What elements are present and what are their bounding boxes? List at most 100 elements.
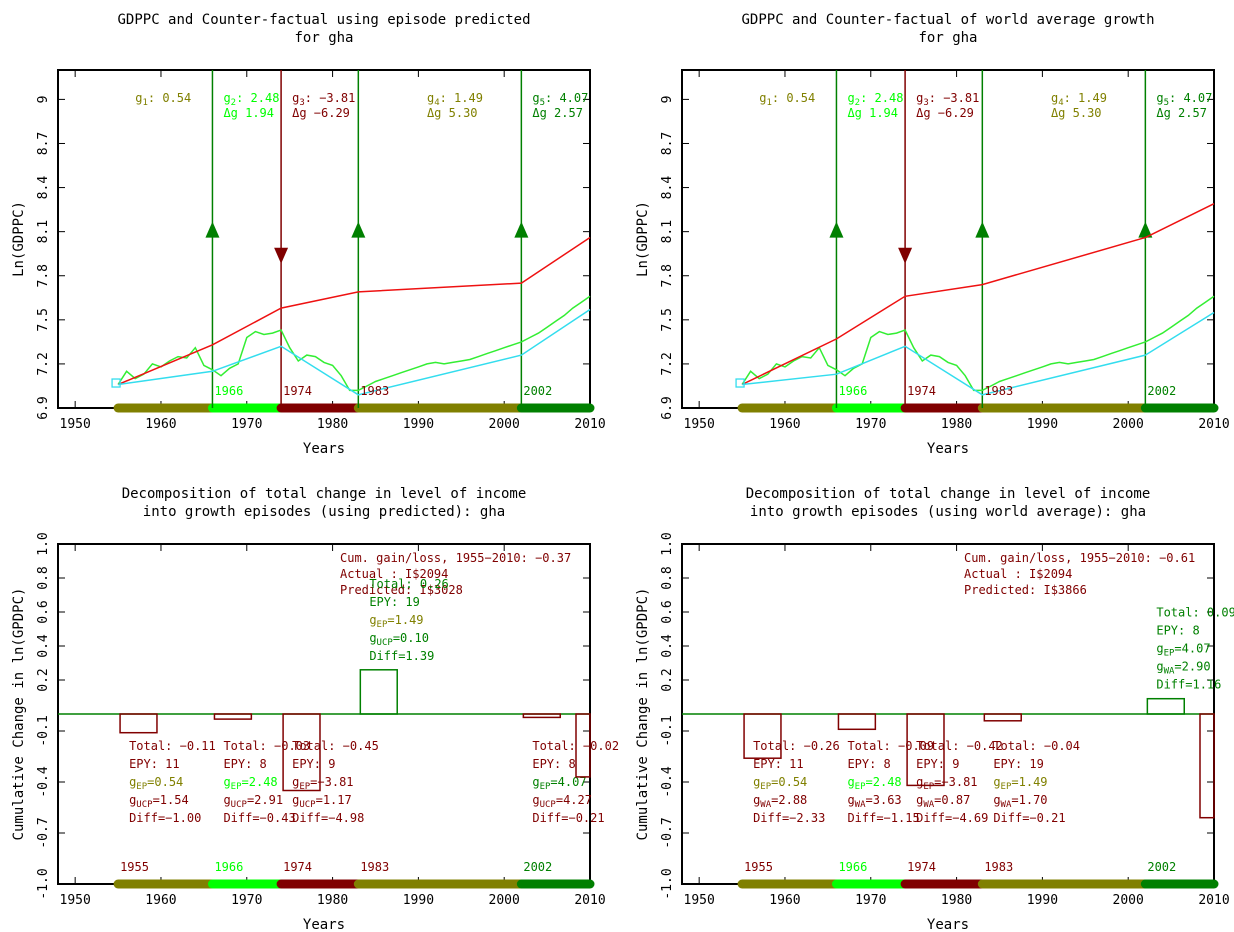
x-tick-label: 1970 — [231, 893, 262, 908]
bar-gcf-label: gUCP=0.10 — [369, 631, 429, 648]
y-tick-label: 0.4 — [660, 634, 675, 658]
x-tick-label: 1990 — [1027, 893, 1058, 908]
x-tick-label: 1980 — [941, 417, 972, 432]
summary-line: Cum. gain/loss, 1955−2010: −0.61 — [964, 551, 1195, 565]
episode-year-label: 1983 — [984, 384, 1013, 398]
episode-year-label: 2002 — [1147, 384, 1176, 398]
y-tick-label: 8.4 — [36, 176, 51, 200]
y-axis-label: Cumulative Change in ln(GPDPC) — [11, 588, 27, 841]
episode-year-label: 1955 — [120, 860, 149, 874]
episode-year-label: 1974 — [907, 384, 936, 398]
x-tick-label: 1950 — [60, 893, 91, 908]
summary-line: Actual : I$2094 — [964, 567, 1072, 581]
y-tick-label: 0.6 — [660, 600, 675, 623]
x-tick-label: 1960 — [769, 893, 800, 908]
episode-delta-g-label: Δg 1.94 — [847, 106, 898, 120]
up-arrow-marker — [205, 221, 220, 238]
summary-line: Cum. gain/loss, 1955−2010: −0.37 — [340, 551, 571, 565]
bar-gcf-label: gWA=0.87 — [916, 793, 970, 810]
bar-diff-label: Diff=−1.00 — [129, 811, 201, 825]
chart-title-line-1: Decomposition of total change in level o… — [746, 486, 1151, 502]
bar-diff-label: Diff=−0.21 — [993, 811, 1065, 825]
x-tick-label: 2000 — [1113, 417, 1144, 432]
x-tick-label: 1950 — [60, 417, 91, 432]
episode-growth-label: g3: −3.81 — [916, 91, 979, 108]
decomposition-bar — [359, 669, 398, 715]
bar-gep-label: gEP=2.48 — [847, 775, 901, 792]
episode-year-label: 1966 — [214, 384, 243, 398]
decomposition-bar — [213, 713, 253, 720]
episode-delta-g-label: Δg −6.29 — [292, 106, 350, 120]
y-tick-label: 9 — [36, 95, 51, 103]
bar-diff-label: Diff=−0.21 — [532, 811, 604, 825]
y-tick-label: -0.7 — [36, 817, 51, 848]
episode-growth-label: g5: 4.07 — [1156, 91, 1212, 108]
y-tick-label: 0.2 — [660, 668, 675, 691]
bar-total-label: Total: 0.26 — [369, 577, 448, 591]
decomposition-bar — [119, 713, 158, 734]
y-tick-label: -0.7 — [660, 817, 675, 848]
bar-gcf-label: gWA=3.63 — [847, 793, 901, 810]
series-line — [741, 203, 1215, 386]
bar-total-label: Total: −0.11 — [129, 739, 216, 753]
y-tick-label: 8.1 — [660, 220, 675, 243]
panel-bottom-left-decomposition-predicted: Decomposition of total change in level o… — [11, 486, 619, 932]
x-tick-label: 1960 — [769, 417, 800, 432]
y-tick-label: -0.4 — [36, 766, 51, 797]
bar-diff-label: Diff=1.16 — [1156, 678, 1221, 692]
bar-diff-label: Diff=−0.43 — [223, 811, 295, 825]
y-tick-label: 7.8 — [660, 264, 675, 287]
bar-gep-label: gEP=−3.81 — [292, 775, 353, 792]
y-tick-label: 1.0 — [36, 532, 51, 555]
x-tick-label: 1970 — [855, 893, 886, 908]
episode-year-label: 1966 — [838, 860, 867, 874]
bar-total-label: Total: −0.26 — [753, 739, 840, 753]
summary-line: Actual : I$2094 — [340, 567, 448, 581]
bar-gep-label: gEP=4.07 — [532, 775, 586, 792]
x-tick-label: 1980 — [317, 893, 348, 908]
decomposition-bar — [282, 713, 321, 792]
x-tick-label: 1990 — [403, 417, 434, 432]
bar-diff-label: Diff=−1.15 — [847, 811, 919, 825]
bar-gep-label: gEP=−3.81 — [916, 775, 977, 792]
episode-growth-label: g3: −3.81 — [292, 91, 355, 108]
panel-top-right-world-average-gdppc: GDPPC and Counter-factual of world avera… — [635, 12, 1230, 457]
y-axis-label: Ln(GDPPC) — [635, 201, 651, 277]
decomposition-bar — [837, 713, 877, 731]
y-tick-label: 6.9 — [36, 396, 51, 419]
bar-epy-label: EPY: 11 — [753, 757, 804, 771]
decomposition-bar — [575, 713, 591, 778]
episode-year-label: 1974 — [283, 860, 312, 874]
x-tick-label: 1970 — [855, 417, 886, 432]
panel-bottom-right-decomposition-world-average: Decomposition of total change in level o… — [635, 486, 1234, 932]
episode-year-label: 1955 — [744, 860, 773, 874]
chart-title-line-2: for gha — [294, 30, 353, 46]
y-tick-label: 6.9 — [660, 396, 675, 419]
x-tick-label: 2000 — [489, 893, 520, 908]
episode-year-label: 1974 — [907, 860, 936, 874]
up-arrow-marker — [975, 221, 990, 238]
up-arrow-marker — [514, 221, 529, 238]
episode-year-label: 2002 — [523, 384, 552, 398]
bar-epy-label: EPY: 8 — [223, 757, 266, 771]
y-tick-label: 8.1 — [36, 220, 51, 243]
bar-epy-label: EPY: 8 — [1156, 624, 1199, 638]
bar-diff-label: Diff=−4.98 — [292, 811, 364, 825]
bar-gep-label: gEP=0.54 — [129, 775, 183, 792]
x-tick-label: 1960 — [145, 893, 176, 908]
x-tick-label: 1960 — [145, 417, 176, 432]
bar-gcf-label: gUCP=1.54 — [129, 793, 189, 810]
x-tick-label: 2010 — [1198, 893, 1229, 908]
bar-epy-label: EPY: 9 — [916, 757, 959, 771]
chart-title-line-1: GDPPC and Counter-factual using episode … — [117, 12, 530, 28]
y-tick-label: -0.4 — [660, 766, 675, 797]
y-tick-label: 9 — [660, 95, 675, 103]
bar-gcf-label: gUCP=1.17 — [292, 793, 352, 810]
y-tick-label: 7.8 — [36, 264, 51, 287]
bar-total-label: Total: −0.42 — [916, 739, 1003, 753]
y-tick-label: 7.2 — [660, 352, 675, 375]
bar-gep-label: gEP=2.48 — [223, 775, 277, 792]
up-arrow-marker — [351, 221, 366, 238]
down-arrow-marker — [898, 247, 913, 264]
